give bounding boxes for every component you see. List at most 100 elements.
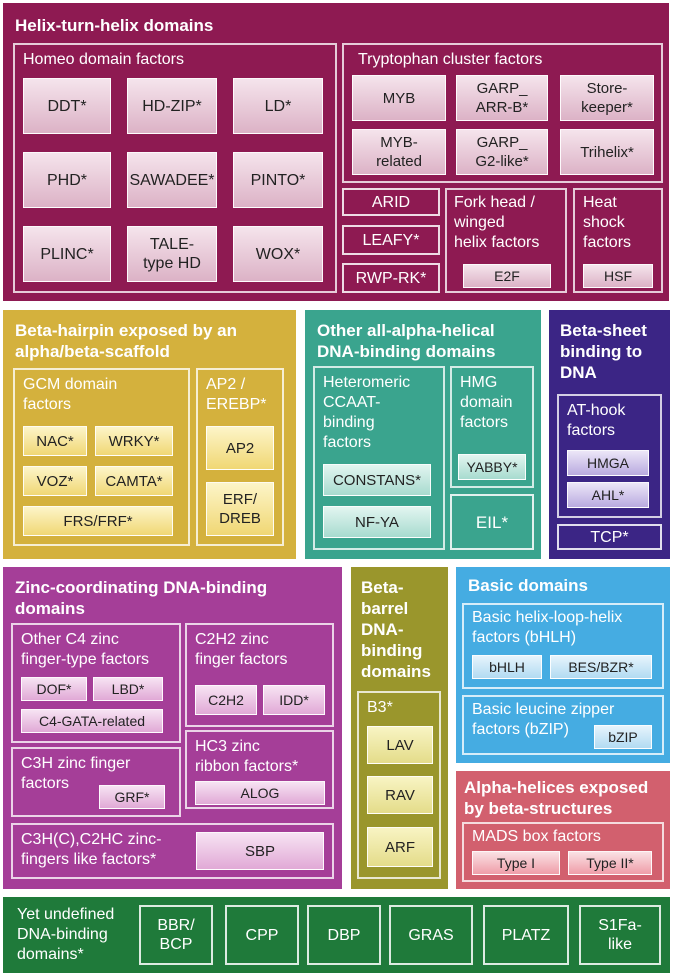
panel-title: Helix-turn-helix domains [15,16,214,35]
group-c3hc-c2hc: C3H(C),C2HC zinc- fingers like factors* … [11,823,334,879]
item-c4-gata-related: C4-GATA-related [21,709,163,733]
item-myb-related: MYB- related [352,129,446,175]
panel-title: Yet undefined DNA-binding domains* [17,906,115,963]
panel-title: Zinc-coordinating DNA-binding domains [15,578,268,618]
group-hc3-zinc-ribbon: HC3 zinc ribbon factors* ALOG [185,730,334,809]
item-trihelix: Trihelix* [560,129,654,175]
group-label: C3H zinc finger factors [21,755,131,792]
panel-helix-turn-helix: Helix-turn-helix domains Homeo domain fa… [3,3,669,301]
item-wrky: WRKY* [95,426,173,456]
item-type-i: Type I [472,851,560,875]
item-voz: VOZ* [23,466,87,496]
group-label: AP2 / EREBP* [206,376,267,413]
item-ahl: AHL* [567,482,649,508]
panel-yet-undefined: Yet undefined DNA-binding domains* BBR/ … [3,897,670,973]
item-hsf: HSF [583,264,653,288]
item-bbr-bcp: BBR/ BCP [139,905,213,965]
item-gras: GRAS [389,905,473,965]
group-label: Tryptophan cluster factors [358,51,543,68]
item-lbd: LBD* [93,677,163,701]
panel-zinc-coordinating: Zinc-coordinating DNA-binding domains Ot… [3,567,342,889]
item-type-ii: Type II* [568,851,652,875]
panel-title: Basic domains [468,576,588,595]
item-lav: LAV [367,726,433,764]
group-label: C3H(C),C2HC zinc- fingers like factors* [21,831,162,868]
panel-title: Beta-hairpin exposed by an alpha/beta-sc… [15,321,237,361]
item-sbp: SBP [196,832,324,870]
item-grf: GRF* [99,785,165,809]
item-eil: EIL* [450,494,534,550]
panel-basic-domains: Basic domains Basic helix-loop-helix fac… [456,567,670,763]
group-ap2-erebp: AP2 / EREBP* AP2 ERF/ DREB [196,368,284,546]
group-other-c4-zinc: Other C4 zinc finger-type factors DOF* L… [11,623,181,743]
group-mads-box: MADS box factors Type I Type II* [462,822,664,882]
item-frs-frf: FRS/FRF* [23,506,173,536]
item-ap2: AP2 [206,426,274,470]
item-idd: IDD* [263,685,325,715]
group-label: C2H2 zinc finger factors [195,631,288,668]
group-bhlh: Basic helix-loop-helix factors (bHLH) bH… [462,603,664,689]
group-c2h2-zinc: C2H2 zinc finger factors C2H2 IDD* [185,623,334,727]
group-label: Other C4 zinc finger-type factors [21,631,150,668]
group-label: GCM domain factors [23,376,118,413]
group-gcm-domain: GCM domain factors NAC* WRKY* VOZ* CAMTA… [13,368,190,546]
item-tale-type-hd: TALE- type HD [127,226,217,282]
panel-title: Beta- barrel DNA- binding domains [361,578,431,681]
item-tcp: TCP* [557,524,662,550]
item-cpp: CPP [225,905,299,965]
item-garp-arr-b: GARP_ ARR-B* [456,75,548,121]
item-s1fa-like: S1Fa- like [579,905,661,965]
item-alog: ALOG [195,781,325,805]
item-rwp-rk: RWP-RK* [342,263,440,293]
item-arid: ARID [342,188,440,216]
item-nf-ya: NF-YA [323,506,431,538]
item-bzip: bZIP [594,725,652,749]
group-c3h-zinc: C3H zinc finger factors GRF* [11,747,181,817]
panel-beta-sheet: Beta-sheet binding to DNA AT-hook factor… [549,310,670,559]
item-storekeeper: Store- keeper* [560,75,654,121]
item-dbp: DBP [307,905,381,965]
item-pinto: PINTO* [233,152,323,208]
item-bhlh: bHLH [472,655,542,679]
group-tryptophan-cluster: Tryptophan cluster factors MYB GARP_ ARR… [342,43,663,183]
group-label: Heteromeric CCAAT- binding factors [323,374,411,451]
item-constans: CONSTANS* [323,464,431,496]
group-label: Homeo domain factors [23,51,184,68]
panel-title: Alpha-helices exposed by beta-structures [464,778,649,818]
group-label: HMG domain factors [460,374,513,431]
item-hd-zip: HD-ZIP* [127,78,217,134]
group-label: B3* [367,699,393,716]
item-dof: DOF* [21,677,87,701]
item-sawadee: SAWADEE* [127,152,217,208]
item-plinc: PLINC* [23,226,111,282]
item-rav: RAV [367,776,433,814]
group-label: Heat shock factors [583,194,632,251]
group-label: Fork head / winged helix factors [454,194,540,251]
group-label: MADS box factors [472,828,601,845]
group-at-hook: AT-hook factors HMGA AHL* [557,394,662,518]
group-ccaat-binding: Heteromeric CCAAT- binding factors CONST… [313,366,445,550]
item-arf: ARF [367,827,433,867]
panel-alpha-helices-beta: Alpha-helices exposed by beta-structures… [456,771,670,889]
item-nac: NAC* [23,426,87,456]
item-platz: PLATZ [483,905,569,965]
item-e2f: E2F [463,264,551,288]
group-label: AT-hook factors [567,402,626,439]
group-heat-shock: Heat shock factors HSF [573,188,663,293]
item-phd: PHD* [23,152,111,208]
item-hmga: HMGA [567,450,649,476]
group-label: Basic helix-loop-helix factors (bHLH) [472,609,623,646]
group-bzip: Basic leucine zipper factors (bZIP) bZIP [462,695,664,755]
item-yabby: YABBY* [458,454,526,480]
item-erf-dreb: ERF/ DREB [206,482,274,536]
item-c2h2: C2H2 [195,685,257,715]
item-ddt: DDT* [23,78,111,134]
group-label: Basic leucine zipper factors (bZIP) [472,701,615,738]
item-bes-bzr: BES/BZR* [550,655,652,679]
group-homeo-domain: Homeo domain factors DDT* HD-ZIP* LD* PH… [13,43,337,293]
panel-title: Beta-sheet binding to DNA [560,321,647,382]
panel-title: Other all-alpha-helical DNA-binding doma… [317,321,496,361]
item-leafy: LEAFY* [342,225,440,255]
group-label: HC3 zinc ribbon factors* [195,738,299,775]
panel-beta-barrel: Beta- barrel DNA- binding domains B3* LA… [351,567,448,889]
